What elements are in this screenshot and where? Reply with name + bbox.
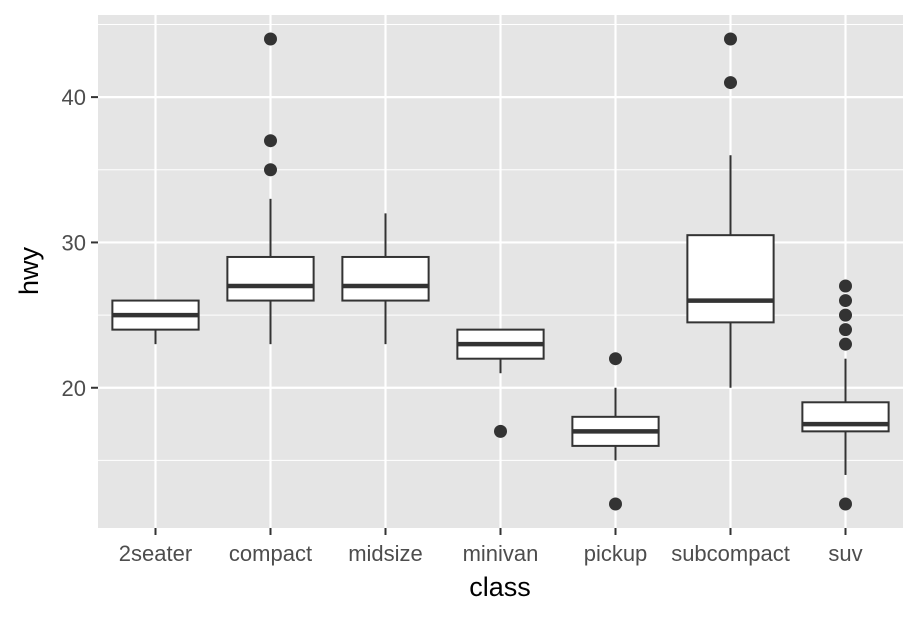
outlier-point (724, 32, 737, 46)
box-subcompact (686, 155, 775, 388)
box-2seater (111, 299, 200, 345)
outlier-point (839, 337, 852, 351)
outlier-point (839, 279, 852, 293)
x-axis-title: class (469, 572, 531, 602)
y-tick-label: 40 (62, 85, 86, 110)
x-tick-label: pickup (584, 541, 648, 566)
box-iqr (686, 234, 775, 324)
box-midsize (341, 213, 430, 345)
x-tick-label: subcompact (671, 541, 790, 566)
outlier-point (264, 32, 277, 46)
outlier-point (724, 76, 737, 90)
box-suv (801, 358, 890, 475)
outlier-point (264, 134, 277, 148)
x-tick-label: midsize (348, 541, 423, 566)
outlier-point (839, 497, 852, 511)
tick-layer: 20 30 40 2seater compact midsize minivan pickup… (62, 85, 863, 566)
outlier-point (609, 352, 622, 366)
x-tick-label: minivan (463, 541, 539, 566)
outlier-point (839, 294, 852, 308)
box-minivan (456, 328, 545, 374)
outlier-point (839, 323, 852, 337)
box-iqr (801, 401, 890, 433)
box-iqr (226, 255, 315, 302)
box-iqr (341, 255, 430, 302)
x-tick-label: compact (229, 541, 312, 566)
outlier-point (609, 497, 622, 511)
outlier-point (264, 163, 277, 177)
x-tick-label: suv (828, 541, 862, 566)
outlier-point (494, 424, 507, 438)
y-tick-label: 30 (62, 230, 86, 255)
x-tick-label: 2seater (119, 541, 192, 566)
y-axis-title: hwy (14, 246, 44, 295)
outlier-layer (264, 32, 852, 511)
box-layer (111, 155, 890, 475)
box-compact (226, 198, 315, 345)
outlier-point (839, 308, 852, 322)
box-pickup (571, 387, 660, 461)
y-tick-label: 20 (62, 376, 86, 401)
